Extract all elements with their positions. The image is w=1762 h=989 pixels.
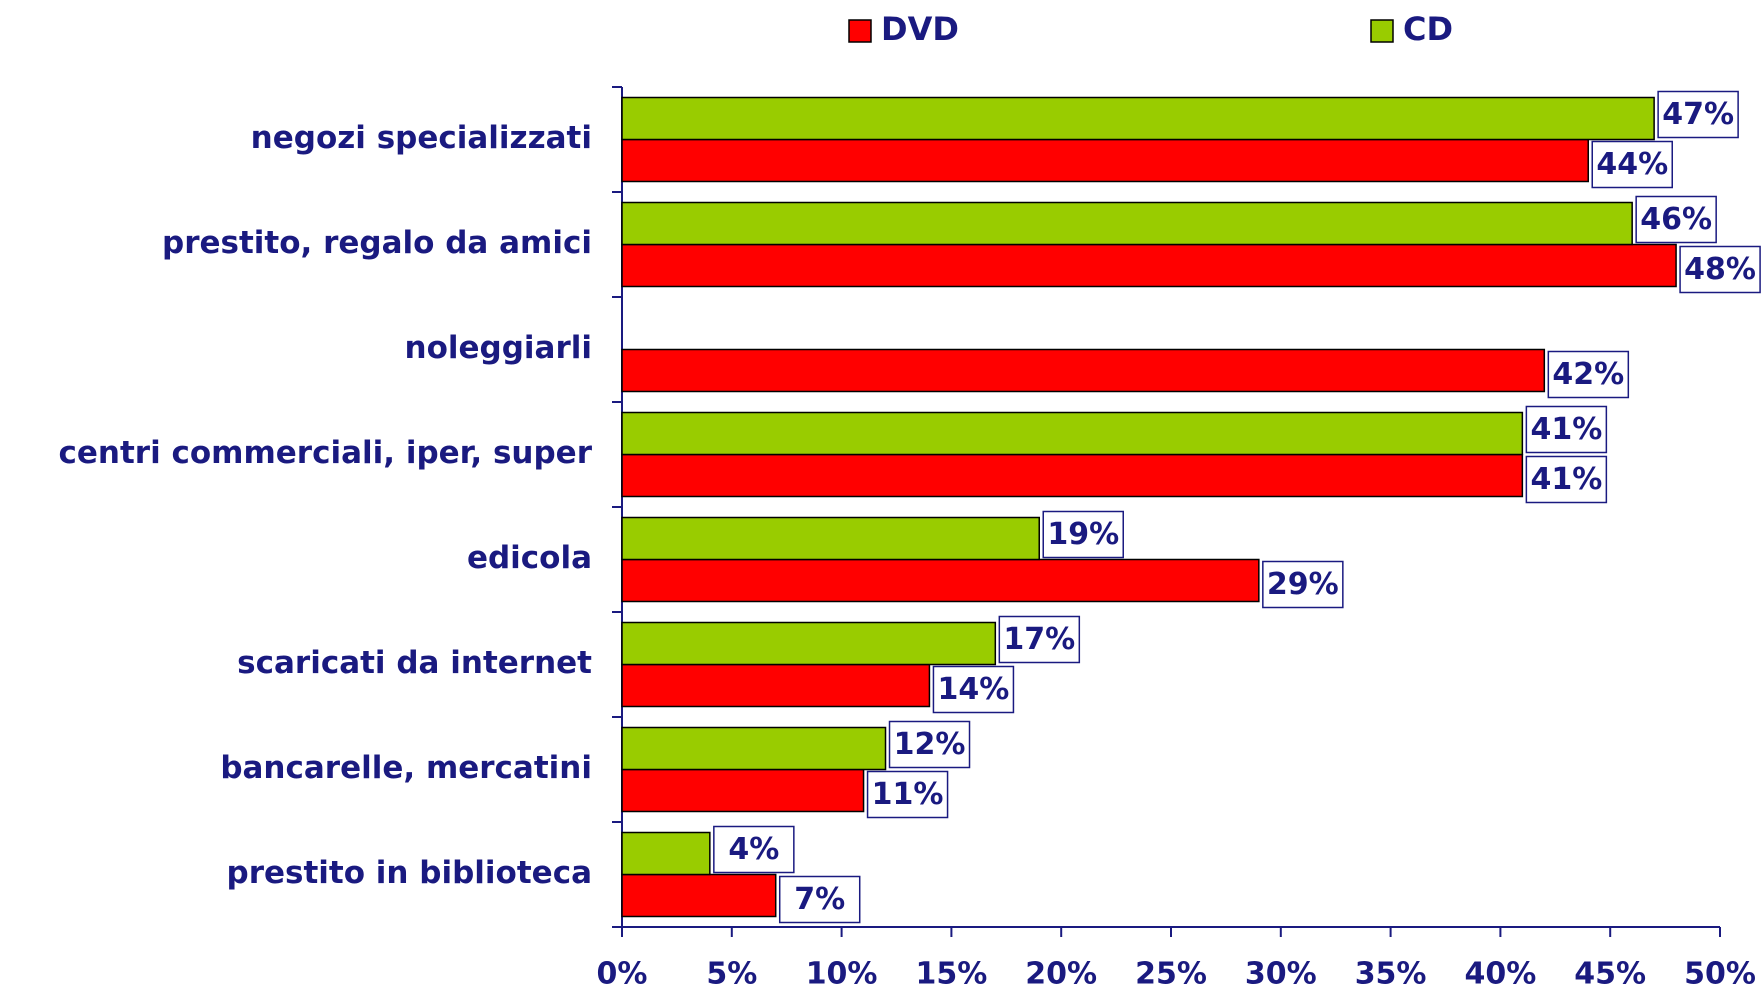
x-tick-label: 20% [1025,957,1097,989]
y-tick-label: centri commerciali, iper, super [59,435,593,471]
bar [621,138,1589,183]
value-label: 11% [872,777,944,812]
bar [621,453,1524,498]
bar [621,348,1546,393]
bar [621,411,1524,456]
value-label-box [1547,350,1630,399]
value-label: 41% [1530,462,1602,497]
value-label: 12% [894,727,966,762]
bar [621,243,1677,288]
value-label: 47% [1662,97,1734,132]
value-label: 29% [1267,567,1339,602]
bar [621,516,1040,561]
y-tick-label: bancarelle, mercatini [220,750,592,786]
value-label-box [1525,455,1608,504]
value-label-box [1657,90,1739,139]
legend-label: DVD [881,10,959,48]
value-label-box [1525,405,1608,454]
value-label-box [1591,140,1673,189]
legend-swatch [848,19,872,43]
bar [621,96,1655,141]
y-tick-label: prestito in biblioteca [227,855,593,891]
x-tick-label: 25% [1135,957,1207,989]
x-tick-label: 45% [1574,957,1646,989]
value-label-box [1635,195,1717,244]
value-label-box [1042,510,1124,559]
value-label: 48% [1684,252,1756,287]
y-tick-label: negozi specializzati [251,120,592,156]
x-tick-label: 5% [706,957,757,989]
y-tick-label: edicola [467,540,592,576]
value-label: 14% [938,672,1010,707]
bar [621,726,887,771]
x-tick-label: 50% [1684,957,1756,989]
x-tick-label: 35% [1355,957,1427,989]
value-label-box [888,720,971,769]
value-label-box [998,615,1081,664]
legend-label: CD [1403,10,1453,48]
bar [621,201,1633,246]
bar [621,873,777,918]
value-label: 42% [1552,357,1624,392]
x-tick-label: 30% [1245,957,1317,989]
value-label-box [1262,560,1344,609]
value-label: 44% [1596,147,1668,182]
bar [621,621,997,666]
value-label-box [713,825,795,874]
value-label: 19% [1047,517,1119,552]
value-label: 46% [1640,202,1712,237]
x-tick-label: 40% [1464,957,1536,989]
bar [621,831,711,876]
y-tick-label: scaricati da internet [237,645,592,681]
bar [621,663,931,708]
bar [621,558,1260,603]
value-label-box [778,875,861,924]
x-tick-label: 0% [597,957,648,989]
value-label-box [1679,245,1761,294]
x-tick-label: 10% [806,957,878,989]
y-tick-label: prestito, regalo da amici [162,225,592,261]
value-label: 41% [1530,412,1602,447]
value-label-box [866,770,949,819]
legend-swatch [1370,19,1394,43]
value-label: 7% [794,882,845,917]
value-label: 4% [728,832,779,867]
y-tick-label: noleggiarli [405,330,592,366]
value-label-box [932,665,1015,714]
value-label: 17% [1003,622,1075,657]
bar [621,768,865,813]
x-tick-label: 15% [915,957,987,989]
